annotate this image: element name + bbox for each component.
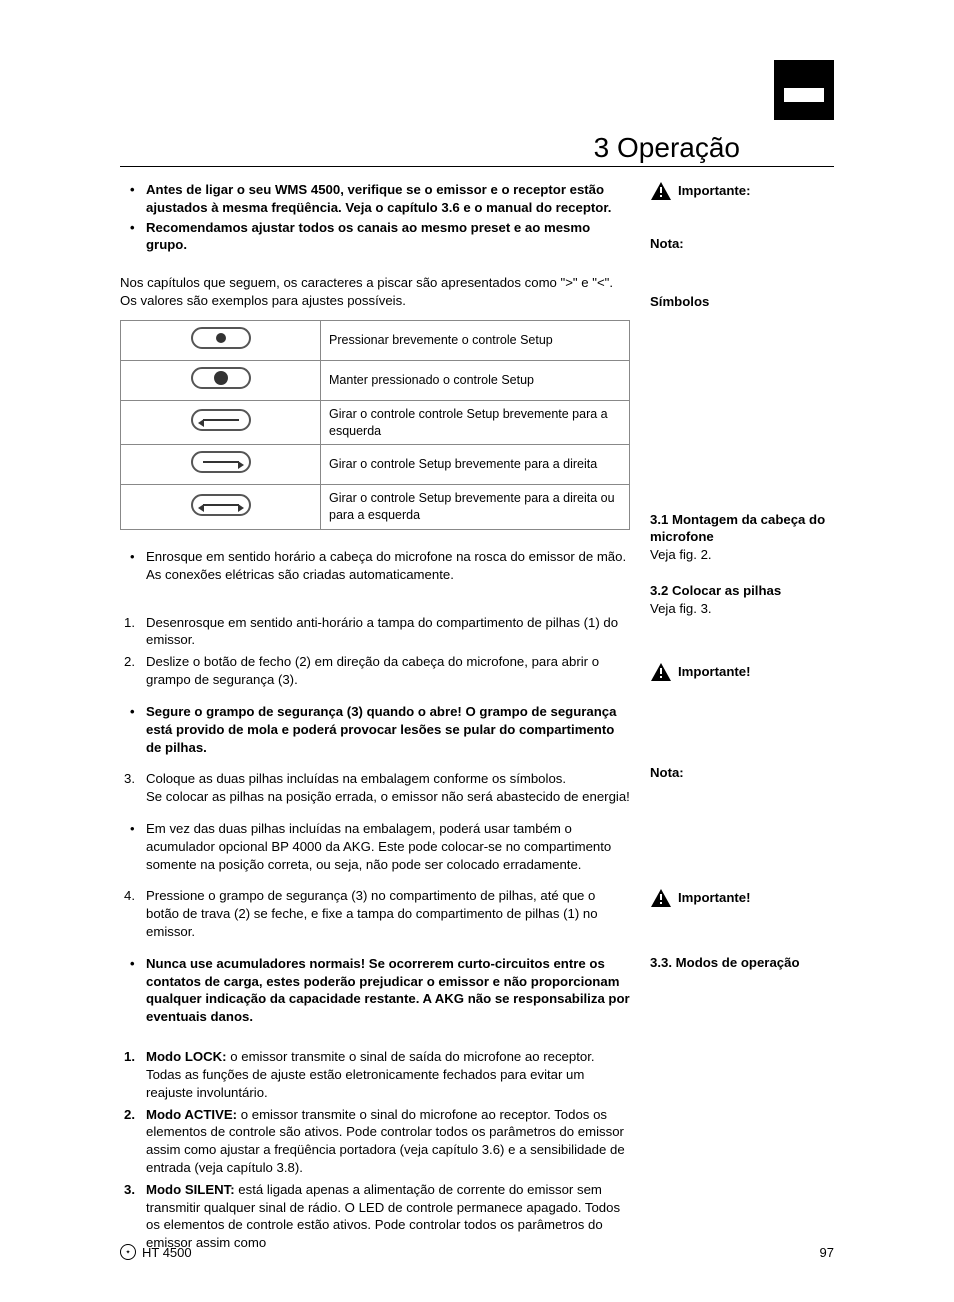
side-simbolos: Símbolos (650, 293, 834, 311)
symbol-icon-left (121, 400, 321, 445)
intro-bullet-2: Recomendamos ajustar todos os canais ao … (146, 219, 630, 255)
side-importante-3: Importante! (650, 888, 834, 908)
nota2-bullet: Em vez das duas pilhas incluídas na emba… (146, 820, 630, 873)
intro-bullet-1: Antes de ligar o seu WMS 4500, verifique… (146, 181, 630, 217)
table-row: Girar o controle Setup brevemente para a… (121, 485, 630, 530)
symbol-icon-right (121, 445, 321, 485)
warning-icon (650, 181, 672, 201)
warn2-bullet: Nunca use acumuladores normais! Se ocorr… (146, 955, 630, 1026)
mode-active: Modo ACTIVE: o emissor transmite o sinal… (146, 1106, 630, 1177)
side-label: Importante! (678, 663, 751, 681)
symbol-desc: Girar o controle Setup brevemente para a… (321, 445, 630, 485)
page-number: 97 (820, 1245, 834, 1260)
page-footer: ✦ HT 4500 97 (120, 1244, 834, 1260)
chapter-title: 3 Operação (594, 132, 764, 164)
table-row: Girar o controle controle Setup brevemen… (121, 400, 630, 445)
warning-1: Segure o grampo de segurança (3) quando … (120, 703, 630, 756)
side-s31: 3.1 Montagem da cabeça do microfone Veja… (650, 511, 834, 564)
intro-bullets: Antes de ligar o seu WMS 4500, verifique… (120, 181, 630, 254)
warn1-bullet: Segure o grampo de segurança (3) quando … (146, 703, 630, 756)
warning-icon (650, 888, 672, 908)
step-2: Deslize o botão de fecho (2) em direção … (146, 653, 630, 689)
warning-icon (650, 662, 672, 682)
table-row: Girar o controle Setup brevemente para a… (121, 445, 630, 485)
nota-2-bullets: Em vez das duas pilhas incluídas na emba… (120, 820, 630, 873)
side-nota-2: Nota: (650, 764, 834, 782)
side-label: Importante: (678, 182, 751, 200)
warning-2: Nunca use acumuladores normais! Se ocorr… (120, 955, 630, 1026)
symbol-icon-press (121, 320, 321, 360)
s31-bullet: Enrosque em sentido horário a cabeça do … (146, 548, 630, 584)
step-4: Pressione o grampo de segurança (3) no c… (146, 887, 630, 940)
symbol-icon-both (121, 485, 321, 530)
side-nota-1: Nota: (650, 235, 834, 253)
intro-paragraph: Nos capítulos que seguem, os caracteres … (120, 274, 630, 310)
symbol-desc: Girar o controle controle Setup brevemen… (321, 400, 630, 445)
chapter-title-row: 3 Operação (120, 132, 834, 167)
step-1: Desenrosque em sentido anti-horário a ta… (146, 614, 630, 650)
symbol-desc: Manter pressionado o controle Setup (321, 360, 630, 400)
footer-model: HT 4500 (142, 1245, 192, 1260)
modes-list: Modo LOCK: o emissor transmite o sinal d… (120, 1048, 630, 1252)
mode-lock: Modo LOCK: o emissor transmite o sinal d… (146, 1048, 630, 1101)
side-importante-1: Importante: (650, 181, 834, 201)
section-3-2-steps-a: Desenrosque em sentido anti-horário a ta… (120, 614, 630, 689)
device-thumb-icon: 2x Rv (774, 60, 834, 120)
section-3-1-bullets: Enrosque em sentido horário a cabeça do … (120, 548, 630, 584)
table-row: Pressionar brevemente o controle Setup (121, 320, 630, 360)
table-row: Manter pressionado o controle Setup (121, 360, 630, 400)
symbol-desc: Girar o controle Setup brevemente para a… (321, 485, 630, 530)
side-s32: 3.2 Colocar as pilhas Veja fig. 3. (650, 582, 834, 618)
brand-logo-icon: ✦ (120, 1244, 136, 1260)
side-importante-2: Importante! (650, 662, 834, 682)
side-s33: 3.3. Modos de operação (650, 954, 834, 972)
symbols-table: Pressionar brevemente o controle Setup M… (120, 320, 630, 530)
symbol-desc: Pressionar brevemente o controle Setup (321, 320, 630, 360)
step-3: Coloque as duas pilhas incluídas na emba… (146, 770, 630, 806)
side-label: Importante! (678, 889, 751, 907)
section-3-2-steps-b: Coloque as duas pilhas incluídas na emba… (120, 770, 630, 806)
section-3-2-steps-c: Pressione o grampo de segurança (3) no c… (120, 887, 630, 940)
mode-silent: Modo SILENT: está ligada apenas a alimen… (146, 1181, 630, 1252)
symbol-icon-hold (121, 360, 321, 400)
